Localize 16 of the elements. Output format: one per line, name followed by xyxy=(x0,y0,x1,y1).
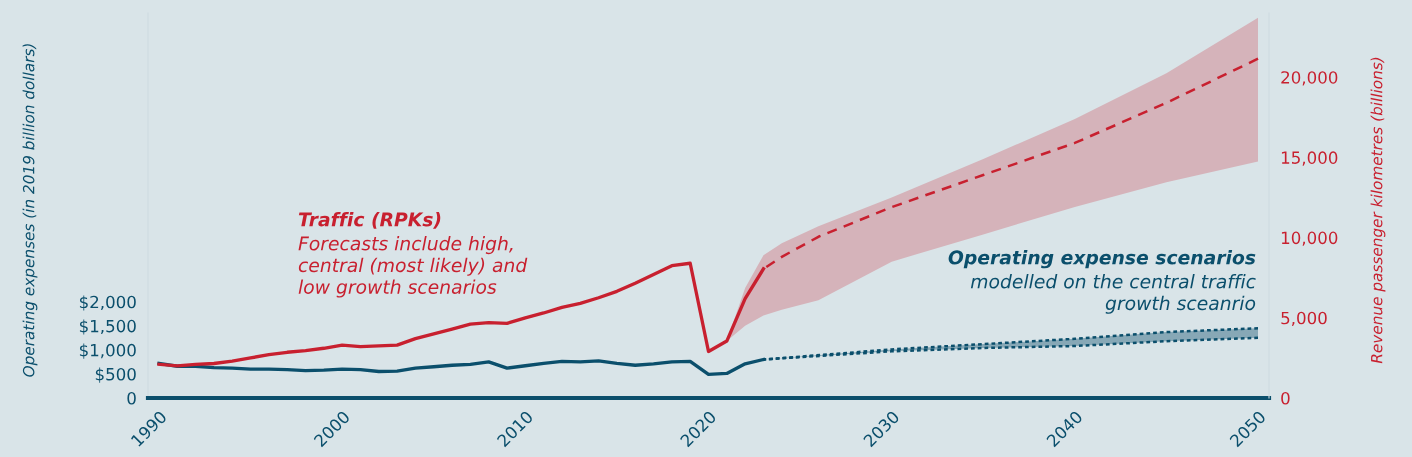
annotation: Traffic (RPKs) xyxy=(298,212,441,229)
y2-axis-title: Revenue passenger kilometres (billions) xyxy=(1370,57,1386,364)
y-tick-label: $1,500 xyxy=(79,319,136,335)
y2-tick-label: 10,000 xyxy=(1281,231,1338,246)
y2-tick-label: 15,000 xyxy=(1281,151,1338,166)
y-axis-title: Operating expenses (in 2019 billion dollars) xyxy=(22,44,38,377)
y-tick-label: 0 xyxy=(127,391,136,405)
y-tick-label: $2,000 xyxy=(79,295,136,311)
annotation: Forecasts include high, central (most likely) and low growth scenarios xyxy=(298,236,528,298)
y2-tick-label: 5,000 xyxy=(1281,311,1327,327)
annotation: modelled on the central traffic growth sceanrio xyxy=(970,274,1256,314)
y2-tick-label: 0 xyxy=(1281,391,1290,405)
y-tick-label: $500 xyxy=(95,367,136,383)
annotation: Operating expense scenarios xyxy=(948,250,1256,269)
y-tick-label: $1,000 xyxy=(79,343,136,359)
y2-tick-label: 20,000 xyxy=(1281,71,1338,86)
